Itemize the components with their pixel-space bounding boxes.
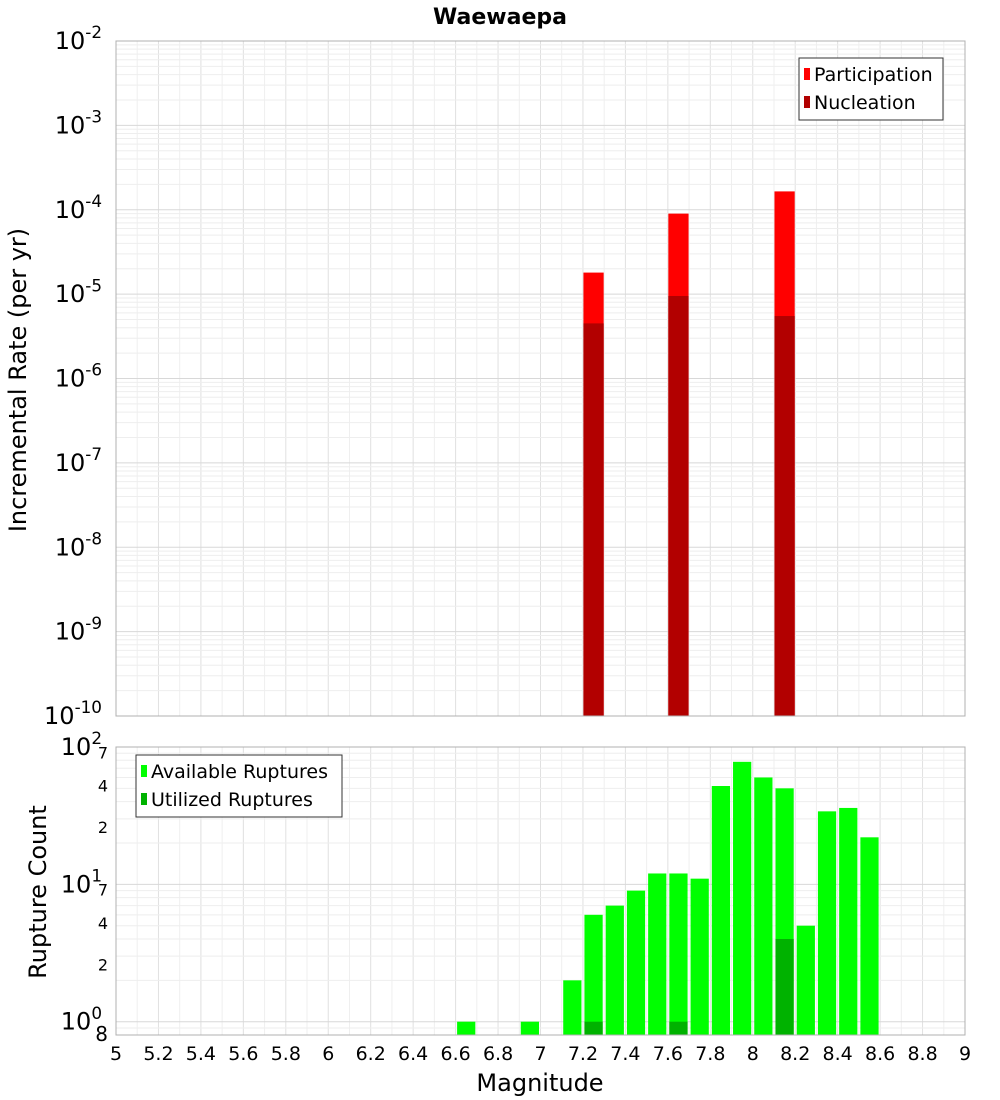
series-utilized-ruptures <box>584 939 794 1035</box>
bar <box>626 890 646 1035</box>
plot-frame-2 <box>115 746 966 1036</box>
legend-label: Participation <box>814 64 933 86</box>
x-tick-label: 8.2 <box>780 1043 810 1065</box>
x-tick-label: 7.6 <box>653 1043 683 1065</box>
y-minor-tick-label: 4 <box>98 777 108 796</box>
bar <box>457 1021 476 1035</box>
y-tick-label: 10-9 <box>55 613 102 646</box>
y-tick-label: 10-8 <box>55 528 102 561</box>
bar <box>860 837 879 1035</box>
x-tick-label: 5.6 <box>228 1043 258 1065</box>
x-tick-label: 7 <box>534 1043 546 1065</box>
legend-box <box>798 57 944 121</box>
bar <box>796 925 815 1035</box>
bar <box>583 323 604 716</box>
x-tick-label: 9 <box>959 1043 971 1065</box>
x-tick-label: 7.4 <box>610 1043 640 1065</box>
y-tick-label: 100 <box>61 1003 102 1036</box>
legend-2: Available Ruptures Utilized Ruptures <box>135 754 343 818</box>
y-minor-tick-label: 2 <box>98 818 108 837</box>
y-tick-label: 102 <box>61 728 102 761</box>
y-axis-label-bottom: Rupture Count <box>24 805 52 979</box>
x-tick-label: 6.8 <box>483 1043 513 1065</box>
legend-label: Available Ruptures <box>151 761 328 783</box>
x-tick-label: 5.2 <box>143 1043 173 1065</box>
bar <box>563 980 582 1035</box>
y-minor-tick-label: 4 <box>98 914 108 933</box>
x-tick-label: 7.8 <box>695 1043 725 1065</box>
bar <box>711 786 731 1035</box>
grid-lines-1 <box>115 41 966 717</box>
legend-label: Nucleation <box>814 92 916 114</box>
y-tick-label: 101 <box>61 866 102 899</box>
x-tick-label: 8.8 <box>907 1043 937 1065</box>
x-tick-label: 6 <box>322 1043 334 1065</box>
bar <box>669 873 688 1035</box>
bar <box>690 878 709 1035</box>
bar <box>669 1021 688 1035</box>
series-nucleation <box>583 296 795 716</box>
plot-frame-1 <box>115 40 966 717</box>
x-tick-label: 8.6 <box>865 1043 895 1065</box>
bar <box>584 1021 603 1035</box>
bar <box>839 807 858 1035</box>
y-minor-tick-label: 8 <box>95 1022 108 1046</box>
y-minor-tick-label: 7 <box>98 881 108 900</box>
y-tick-label: 10-4 <box>55 191 102 224</box>
y-tick-label: 10-6 <box>55 360 102 393</box>
y-minor-tick-label: 7 <box>98 743 108 762</box>
chart-title: Waewaepa <box>433 5 567 30</box>
y-tick-label: 10-3 <box>55 107 102 140</box>
x-tick-label: 8 <box>747 1043 759 1065</box>
bar <box>774 316 795 716</box>
bar <box>520 1021 539 1035</box>
y-minor-tick-label: 2 <box>98 955 108 974</box>
x-tick-label: 5.8 <box>271 1043 301 1065</box>
x-tick-label: 8.4 <box>823 1043 853 1065</box>
bar <box>733 761 752 1035</box>
y-tick-label: 10-5 <box>55 275 102 308</box>
x-tick-label: 6.6 <box>440 1043 470 1065</box>
bar <box>605 905 624 1035</box>
legend-box <box>135 754 343 818</box>
y-tick-label: 10-10 <box>44 697 102 730</box>
y-tick-label: 10-7 <box>55 444 102 477</box>
bar <box>668 296 689 716</box>
bar <box>754 777 773 1035</box>
y-tick-label: 10-2 <box>55 22 102 55</box>
x-tick-label: 5.4 <box>186 1043 216 1065</box>
y-axis-label: Incremental Rate (per yr) <box>4 228 32 532</box>
legend-swatch <box>141 765 147 777</box>
legend-swatch <box>804 96 810 108</box>
legend-swatch <box>804 68 810 80</box>
x-tick-label: 6.4 <box>398 1043 428 1065</box>
legend-swatch <box>141 793 147 805</box>
x-tick-label: 5 <box>110 1043 122 1065</box>
x-tick-label: 6.2 <box>356 1043 386 1065</box>
x-tick-label: 7.2 <box>568 1043 598 1065</box>
bar <box>584 914 603 1035</box>
bar <box>817 811 837 1035</box>
legend-1: Participation Nucleation <box>798 57 944 121</box>
x-axis-label: Magnitude <box>476 1069 603 1097</box>
bar <box>775 939 794 1035</box>
legend-label: Utilized Ruptures <box>151 789 313 811</box>
bar <box>648 873 667 1035</box>
